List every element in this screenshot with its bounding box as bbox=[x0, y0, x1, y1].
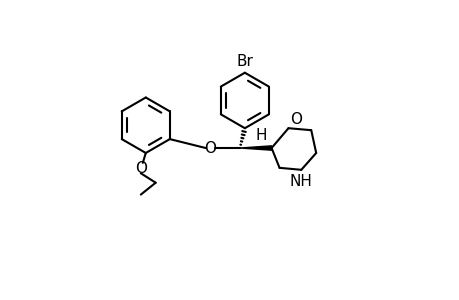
Text: H: H bbox=[255, 128, 267, 143]
Text: O: O bbox=[289, 112, 301, 127]
Polygon shape bbox=[240, 146, 271, 150]
Text: O: O bbox=[134, 161, 146, 176]
Text: NH: NH bbox=[289, 174, 312, 189]
Text: Br: Br bbox=[236, 54, 253, 69]
Text: O: O bbox=[204, 140, 216, 155]
